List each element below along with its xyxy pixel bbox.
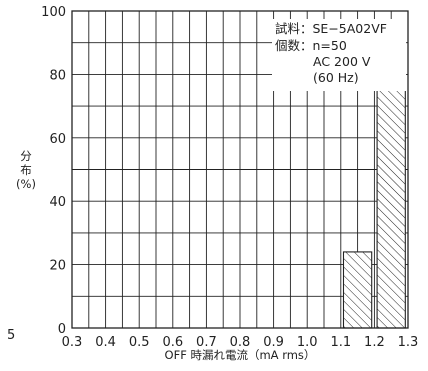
x-tick-label: 1.3 (398, 335, 419, 350)
histogram-bar (342, 251, 373, 329)
annotation-sample: 試料：SE−5A02VF (275, 21, 387, 36)
plot-frame (71, 10, 409, 329)
x-tick-label: 0.3 (62, 335, 83, 350)
y-tick-label: 100 (41, 5, 66, 20)
histogram-bar (376, 86, 406, 329)
annotation-box: 試料：SE−5A02VF 個数：n=50 AC 200 V (60 Hz) (272, 19, 406, 91)
y-axis-title-line-3: (%) (16, 177, 36, 191)
y-tick-label: 60 (49, 132, 66, 147)
x-tick-label: 0.7 (196, 335, 217, 350)
x-tick-label: 0.8 (230, 335, 251, 350)
y-axis-title-line-1: 分 (20, 149, 32, 163)
x-axis-title: OFF 時漏れ電流（mA rms） (165, 348, 316, 362)
x-tick-label: 0.9 (263, 335, 284, 350)
annotation-frequency: (60 Hz) (313, 70, 359, 85)
y-axis-title-line-2: 布 (20, 163, 32, 177)
x-tick-labels: 0.3 0.4 0.5 0.6 0.7 0.8 0.9 1.0 1.1 1.2 1.3 (62, 335, 419, 350)
annotation-voltage: AC 200 V (313, 54, 371, 69)
y-axis-title: 分 布 (%) (16, 149, 36, 191)
y-tick-label: 20 (49, 259, 66, 274)
x-tick-label: 0.5 (129, 335, 150, 350)
x-tick-label: 0.6 (162, 335, 183, 350)
y-tick-label: 80 (49, 68, 66, 83)
x-tick-label: 0.4 (95, 335, 116, 350)
edge-label: 5 (7, 328, 15, 343)
bars (342, 86, 406, 329)
y-tick-labels: 0 20 40 60 80 100 (41, 5, 66, 337)
x-tick-label: 1.1 (330, 335, 351, 350)
x-tick-label: 1.2 (364, 335, 385, 350)
y-tick-label: 40 (49, 195, 66, 210)
annotation-count: 個数：n=50 (275, 38, 347, 53)
x-tick-label: 1.0 (297, 335, 318, 350)
annotation-background (272, 19, 406, 91)
y-tick-label: 0 (58, 322, 66, 337)
